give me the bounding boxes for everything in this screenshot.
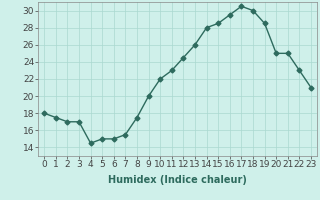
X-axis label: Humidex (Indice chaleur): Humidex (Indice chaleur) — [108, 175, 247, 185]
